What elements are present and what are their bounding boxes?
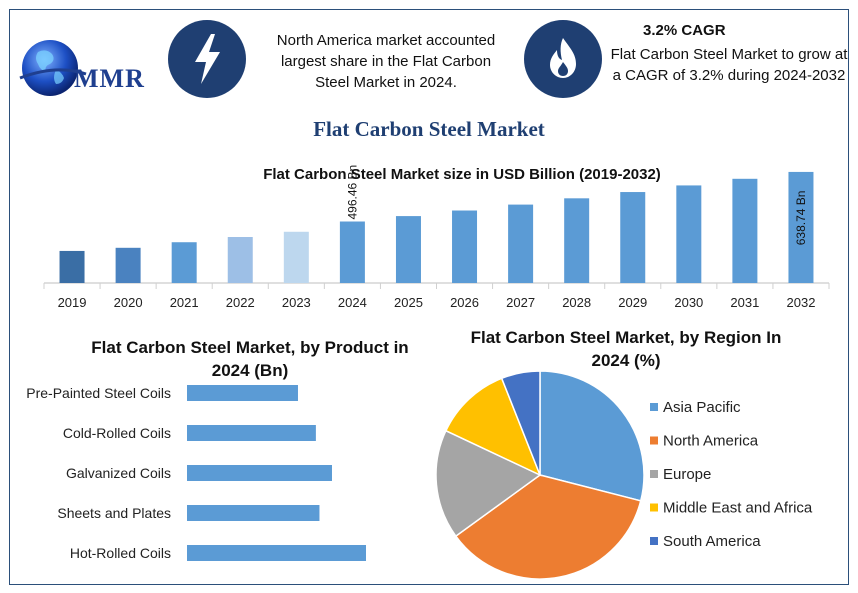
lightning-badge	[168, 20, 246, 98]
logo-text: MMR	[74, 64, 145, 93]
north-america-note: North America market accounted largest s…	[276, 32, 496, 91]
product-chart-title: Flat Carbon Steel Market, by Product in …	[91, 338, 409, 380]
infographic-frame	[9, 9, 849, 585]
main-title: Flat Carbon Steel Market	[313, 117, 545, 141]
cagr-note: Flat Carbon Steel Market to grow at a CA…	[610, 46, 848, 84]
region-chart-title: Flat Carbon Steel Market, by Region In 2…	[470, 328, 782, 370]
flame-badge	[524, 20, 602, 98]
lightning-icon	[195, 34, 220, 84]
globe-icon	[19, 40, 87, 96]
flame-icon	[550, 38, 576, 78]
bar-chart-title: Flat Carbon Steel Market size in USD Bil…	[263, 166, 661, 183]
cagr-title: 3.2% CAGR	[643, 22, 726, 39]
